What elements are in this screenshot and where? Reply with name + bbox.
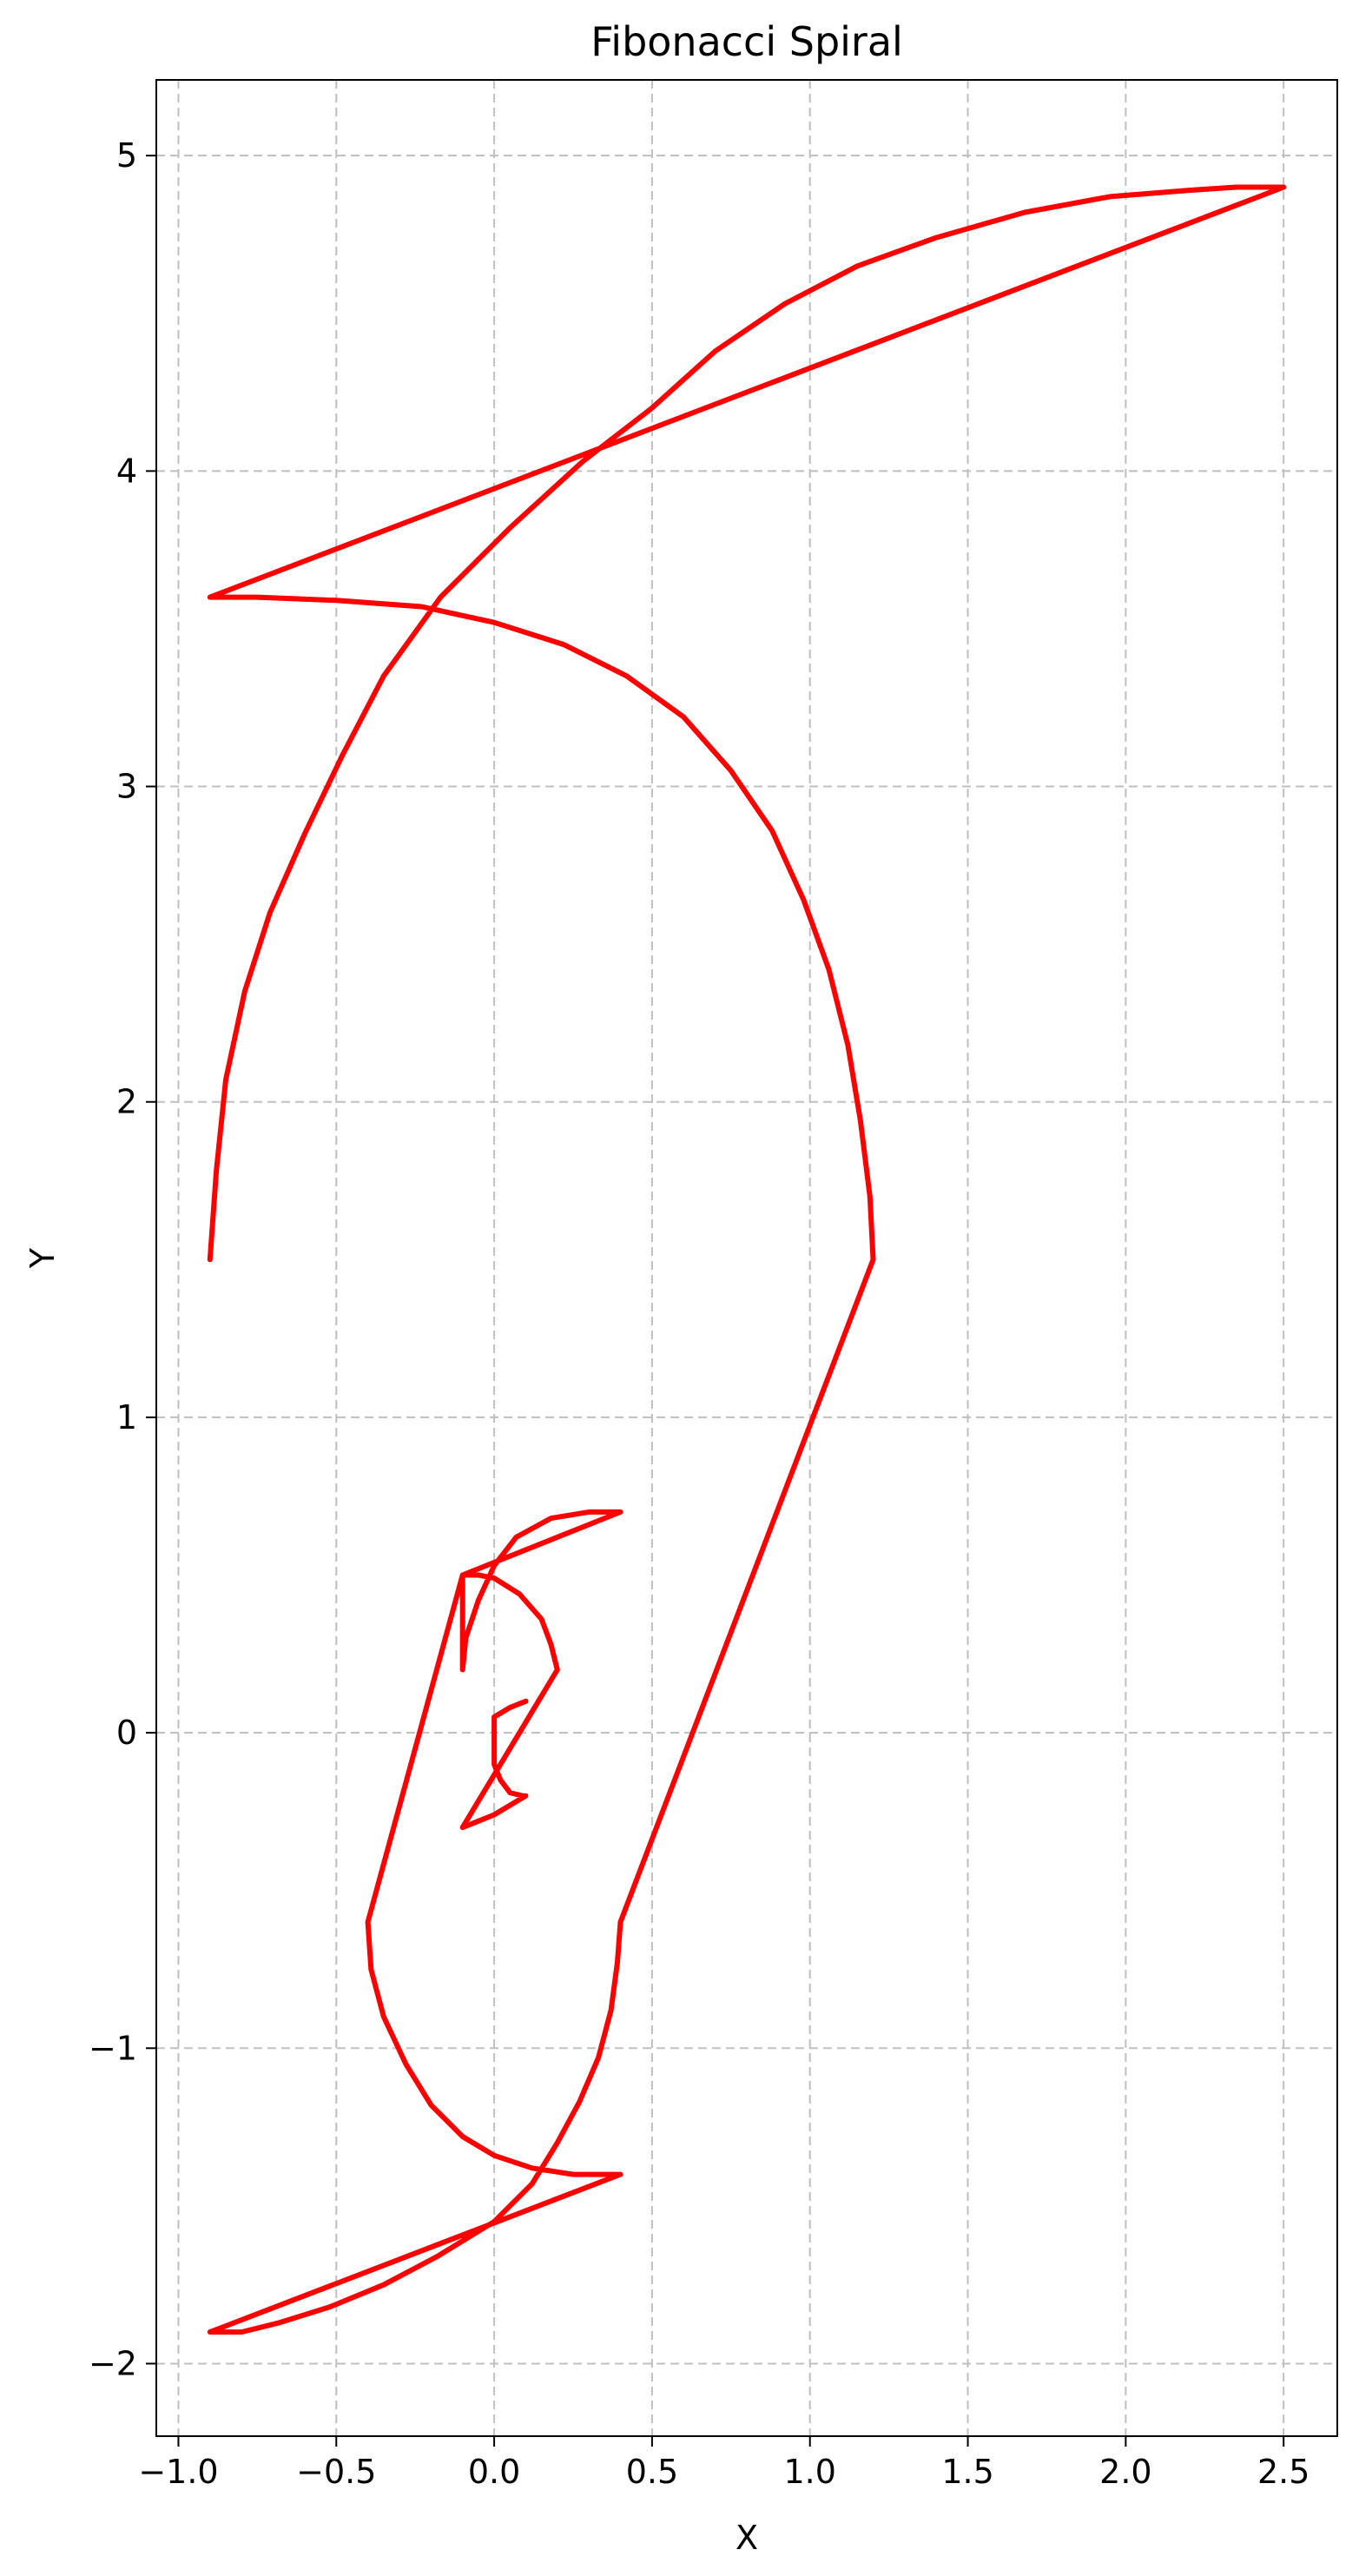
spiral-line	[207, 184, 1287, 2335]
y-tick-label: 0	[116, 1714, 137, 1752]
y-tick-label: 5	[116, 136, 137, 175]
chart-title: Fibonacci Spiral	[590, 18, 903, 65]
x-tick-label: 1.5	[941, 2453, 993, 2491]
x-axis-label: X	[736, 2519, 758, 2557]
tick-layer: −1.0 −0.5 0.0 0.5 1.0 1.5 2.0 2.5 −2 −1 0 1 2 3 4 5	[89, 136, 1310, 2491]
x-tick-label: −1.0	[138, 2453, 218, 2491]
plot-frame	[155, 79, 1338, 2437]
y-tick-label: 3	[116, 768, 137, 806]
y-tick-label: 2	[116, 1083, 137, 1121]
y-axis-label: Y	[23, 1247, 62, 1269]
y-tick-label: 1	[116, 1398, 137, 1437]
x-tick-label: 2.5	[1257, 2453, 1310, 2491]
x-tick-label: −0.5	[296, 2453, 376, 2491]
y-tick-label: −1	[89, 2029, 137, 2067]
line-layer	[207, 184, 1287, 2335]
y-tick-label: −2	[89, 2344, 137, 2382]
y-tick-label: 4	[116, 452, 137, 490]
x-tick-label: 0.5	[626, 2453, 678, 2491]
x-tick-label: 0.0	[468, 2453, 520, 2491]
x-tick-label: 1.0	[784, 2453, 836, 2491]
grid-layer	[156, 80, 1337, 2436]
x-tick-label: 2.0	[1099, 2453, 1151, 2491]
